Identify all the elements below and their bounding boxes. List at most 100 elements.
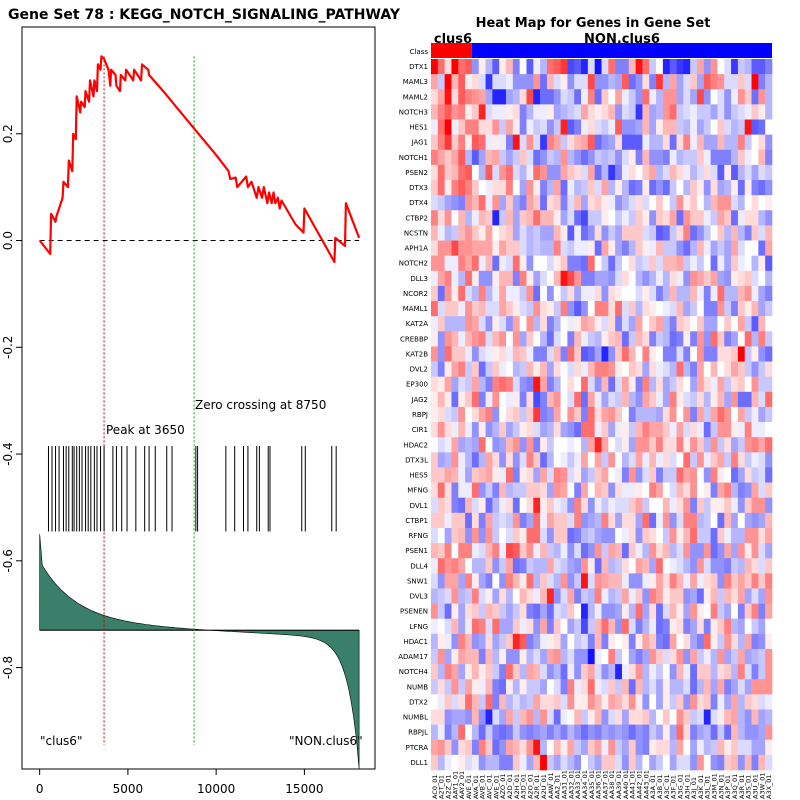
heatmap-cell [615, 512, 623, 529]
heatmap-cell [512, 664, 520, 680]
heatmap-cell [710, 664, 718, 680]
heatmap-cell [431, 406, 439, 423]
heatmap-cell [560, 104, 568, 120]
heatmap-cell [506, 633, 514, 650]
heatmap-cell [512, 104, 520, 120]
heatmap-cell [601, 180, 609, 196]
heatmap-cell [567, 59, 575, 75]
heatmap-cell [526, 437, 534, 453]
heatmap-cell [540, 512, 548, 529]
heatmap-cell [690, 89, 698, 105]
heatmap-cell [444, 709, 452, 725]
heatmap-cell [717, 664, 725, 680]
heatmap-cell [444, 74, 452, 90]
heatmap-cell [731, 270, 739, 287]
heatmap-cell [649, 633, 657, 650]
heatmap-cell [683, 694, 691, 710]
heatmap-cell [703, 210, 711, 226]
heatmap-cell [553, 543, 561, 559]
heatmap-cell [546, 437, 555, 453]
heatmap-cell [656, 527, 664, 544]
heatmap-cell [662, 588, 670, 604]
heatmap-cell [601, 497, 609, 514]
heatmap-cell [656, 285, 664, 302]
heatmap-cell [676, 467, 684, 483]
heatmap-cell [690, 59, 698, 75]
heatmap-cell [587, 89, 595, 105]
heatmap-cell [540, 452, 548, 468]
heatmap-cell [703, 134, 711, 151]
heatmap-cell [744, 134, 752, 151]
heatmap-cell [546, 301, 555, 317]
heatmap-cell [642, 376, 650, 393]
heatmap-cell [703, 573, 711, 589]
heatmap-cell [471, 255, 480, 272]
heatmap-cell [744, 119, 752, 135]
heatmap-cell [737, 739, 746, 756]
heatmap-cell [621, 452, 630, 468]
heatmap-cell [594, 497, 602, 514]
heatmap-cell [737, 180, 746, 196]
heatmap-cell [765, 285, 773, 302]
heatmap-cell [540, 467, 548, 483]
sample-label: A3S_01 [745, 775, 753, 799]
heatmap-cell [669, 285, 677, 302]
heatmap-cell [621, 527, 630, 544]
heatmap-cell [478, 467, 486, 483]
heatmap-cell [676, 543, 684, 559]
heatmap-cell [737, 694, 746, 710]
heatmap-cell [506, 694, 514, 710]
sample-label: AVE_01 [492, 775, 500, 799]
heatmap-cell [526, 679, 534, 695]
heatmap-cell [765, 724, 773, 741]
heatmap-cell [696, 270, 705, 287]
heatmap-cell [485, 240, 493, 256]
heatmap-cell [587, 391, 595, 408]
heatmap-cell [676, 709, 684, 725]
gene-label: NOTCH4 [399, 668, 429, 676]
heatmap-cell [581, 588, 589, 604]
heatmap-cell [608, 134, 616, 151]
heatmap-cell [724, 709, 732, 725]
heatmap-cell [431, 422, 439, 438]
heatmap-cell [492, 406, 500, 423]
heatmap-cell [765, 573, 773, 589]
heatmap-cell [696, 316, 705, 332]
heatmap-cell [485, 664, 493, 680]
heatmap-cell [533, 467, 541, 483]
heatmap-cell [628, 89, 636, 105]
heatmap-cell [710, 301, 718, 317]
heatmap-cell [526, 694, 534, 710]
heatmap-cell [546, 346, 555, 362]
heatmap-cell [703, 679, 711, 695]
heatmap-cell [581, 119, 589, 135]
heatmap-cell [526, 361, 534, 377]
gene-label: PSEN1 [405, 547, 428, 555]
heatmap-cell [574, 164, 582, 181]
heatmap-cell [540, 270, 548, 287]
heatmap-cell [587, 739, 595, 756]
heatmap-cell [642, 285, 650, 302]
gene-label: LFNG [409, 623, 428, 631]
heatmap-cell [696, 573, 705, 589]
heatmap-cell [601, 512, 609, 529]
heatmap-cell [437, 346, 445, 362]
heatmap-cell [737, 406, 746, 423]
heatmap-cell [465, 270, 473, 287]
heatmap-cell [690, 422, 698, 438]
heatmap-cell [751, 104, 759, 120]
heatmap-cell [662, 210, 670, 226]
heatmap-cell [506, 739, 514, 756]
heatmap-cell [737, 346, 746, 362]
heatmap-cell [512, 164, 520, 181]
heatmap-cell [724, 240, 732, 256]
heatmap-cell [621, 422, 630, 438]
sample-label: A3X_01 [765, 774, 773, 799]
heatmap-cell [683, 664, 691, 680]
heatmap-cell [662, 694, 670, 710]
heatmap-cell [683, 119, 691, 135]
heatmap-cell [458, 195, 466, 211]
heatmap-cell [526, 754, 534, 771]
heatmap-cell [724, 648, 732, 665]
heatmap-cell [581, 709, 589, 725]
